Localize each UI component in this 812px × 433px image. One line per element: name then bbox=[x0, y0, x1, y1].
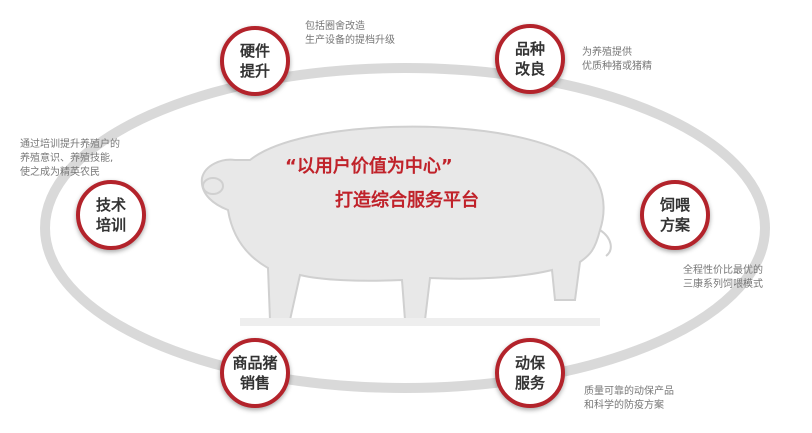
orbit-ellipse bbox=[40, 63, 770, 393]
node-label-2: 方案 bbox=[659, 216, 690, 234]
headline-line-2: 打造综合服务平台 bbox=[335, 190, 479, 211]
desc-line: 使之成为精英农民 bbox=[20, 167, 100, 178]
desc-line: 全程性价比最优的 bbox=[683, 265, 763, 276]
node-hardware: 硬件 提升 bbox=[220, 26, 290, 96]
desc-line: 为养殖提供 bbox=[582, 47, 632, 58]
desc-vet: 质量可靠的动保产品 和科学的防疫方案 bbox=[584, 385, 674, 413]
desc-training: 通过培训提升养殖户的 养殖意识、养殖技能, 使之成为精英农民 bbox=[20, 138, 120, 180]
node-label-2: 销售 bbox=[239, 374, 270, 392]
node-label-1: 动保 bbox=[514, 354, 545, 372]
node-label-2: 培训 bbox=[95, 216, 126, 234]
desc-line: 生产设备的提档升级 bbox=[305, 35, 395, 46]
headline-line-1: “以用户价值为中心” bbox=[285, 156, 453, 177]
desc-line: 三康系列饲喂模式 bbox=[683, 279, 763, 290]
node-feed: 饲喂 方案 bbox=[640, 180, 710, 250]
ground-shadow bbox=[240, 318, 600, 326]
desc-line: 通过培训提升养殖户的 bbox=[20, 139, 120, 150]
node-sales: 商品猪 销售 bbox=[220, 338, 290, 408]
node-label-1: 硬件 bbox=[239, 42, 270, 60]
node-vet: 动保 服务 bbox=[495, 338, 565, 408]
node-label-1: 商品猪 bbox=[232, 354, 278, 372]
node-training: 技术 培训 bbox=[76, 180, 146, 250]
node-label-1: 技术 bbox=[95, 196, 126, 214]
desc-line: 优质种猪或猪精 bbox=[582, 61, 652, 72]
node-label-2: 服务 bbox=[514, 374, 545, 392]
desc-hardware: 包括圈舍改造 生产设备的提档升级 bbox=[305, 20, 395, 48]
pig-silhouette-icon bbox=[200, 125, 612, 321]
desc-line: 养殖意识、养殖技能, bbox=[20, 153, 114, 164]
desc-line: 包括圈舍改造 bbox=[305, 21, 365, 32]
node-label-2: 提升 bbox=[239, 62, 270, 80]
desc-line: 质量可靠的动保产品 bbox=[584, 386, 674, 397]
node-label-1: 饲喂 bbox=[659, 196, 690, 214]
desc-line: 和科学的防疫方案 bbox=[584, 400, 664, 411]
node-label-1: 品种 bbox=[514, 40, 545, 58]
desc-feed: 全程性价比最优的 三康系列饲喂模式 bbox=[683, 264, 763, 292]
desc-breed: 为养殖提供 优质种猪或猪精 bbox=[582, 46, 652, 74]
node-breed: 品种 改良 bbox=[495, 24, 565, 94]
node-label-2: 改良 bbox=[514, 60, 545, 78]
